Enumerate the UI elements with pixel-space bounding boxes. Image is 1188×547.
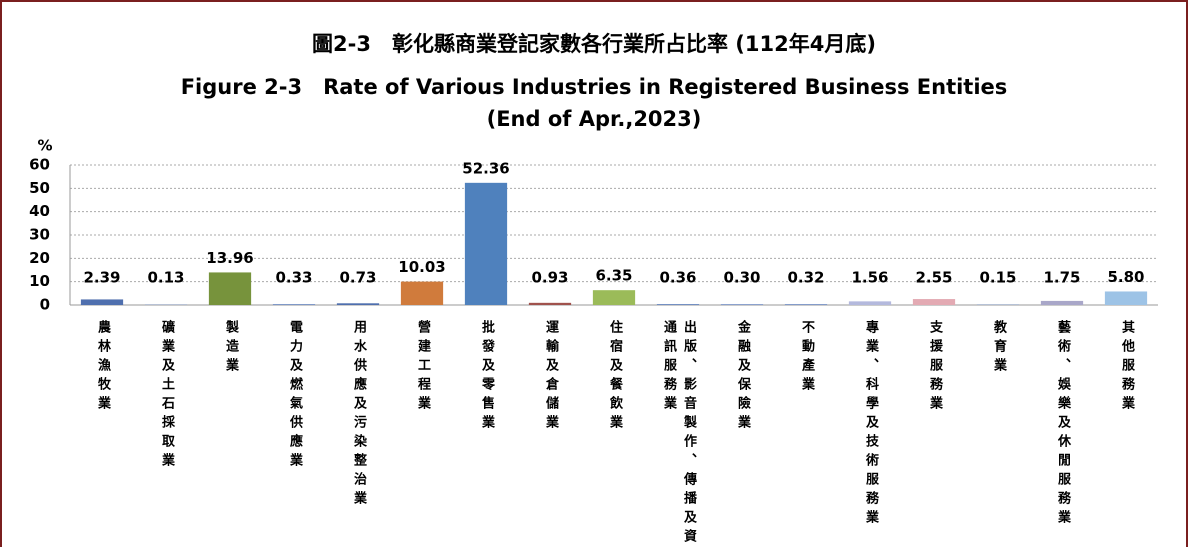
x-tick-label: 不動產業	[799, 320, 814, 396]
data-label: 10.03	[398, 258, 445, 276]
data-label: 2.55	[915, 269, 952, 287]
y-tick-label: 30	[29, 226, 50, 244]
data-label: 1.56	[851, 269, 888, 287]
data-label: 2.39	[83, 269, 120, 287]
x-tick-label: 用水供應及污染整治業	[351, 320, 366, 510]
x-tick-label: 運輸及倉儲業	[543, 320, 558, 434]
x-tick-label: 農林漁牧業	[95, 320, 110, 415]
y-tick-label: 50	[29, 179, 50, 197]
bar	[848, 301, 892, 305]
bar	[80, 299, 124, 305]
x-tick-label: 專業、科學及技術服務業	[863, 320, 878, 529]
data-label: 0.13	[147, 269, 184, 287]
data-label: 0.15	[979, 269, 1016, 287]
bar	[592, 290, 636, 305]
bar	[720, 304, 764, 305]
data-label: 0.93	[531, 269, 568, 287]
chart-subtitle: Figure 2-3 Rate of Various Industries in…	[181, 75, 1008, 99]
data-label: 6.35	[595, 267, 632, 285]
data-label: 0.73	[339, 269, 376, 287]
y-tick-label: 10	[29, 272, 50, 290]
x-tick-label: 其他服務業	[1119, 320, 1134, 415]
x-tick-label: 住宿及餐飲業	[607, 320, 622, 434]
x-tick-label: 教育業	[991, 320, 1006, 377]
bar	[912, 299, 956, 305]
data-label: 13.96	[206, 249, 253, 267]
chart-subtitle: (End of Apr.,2023)	[487, 107, 702, 131]
x-tick-label: 金融及保險業	[735, 320, 750, 434]
data-label: 0.33	[275, 269, 312, 287]
x-tick-label: 支援服務業	[927, 320, 942, 415]
y-tick-label: 20	[29, 249, 50, 267]
x-tick-label: 出版、影音製作、傳播及資通訊服務業	[661, 320, 696, 547]
x-tick-label: 營建工程業	[415, 320, 430, 415]
data-label: 0.30	[723, 269, 760, 287]
x-tick-label: 電力及燃氣供應業	[287, 320, 302, 472]
data-label: 52.36	[462, 159, 509, 177]
bar	[1104, 291, 1148, 305]
bar	[400, 281, 444, 305]
bar	[656, 304, 700, 305]
y-tick-label: 0	[40, 296, 50, 314]
data-label: 5.80	[1107, 268, 1144, 286]
bar	[208, 272, 252, 305]
data-label: 0.36	[659, 269, 696, 287]
bar	[528, 302, 572, 305]
bar	[1040, 300, 1084, 305]
bar	[336, 303, 380, 305]
y-axis-label: %	[37, 137, 52, 155]
chart-title: 圖2-3 彰化縣商業登記家數各行業所占比率 (112年4月底)	[312, 32, 876, 56]
bar	[272, 304, 316, 305]
bar	[784, 304, 828, 305]
x-tick-label: 藝術、娛樂及休閒服務業	[1055, 320, 1070, 529]
data-label: 1.75	[1043, 269, 1080, 287]
data-label: 0.32	[787, 269, 824, 287]
bar	[464, 182, 508, 305]
y-tick-label: 60	[29, 156, 50, 174]
x-tick-label: 製造業	[223, 320, 238, 377]
y-tick-label: 40	[29, 202, 50, 220]
x-tick-label: 礦業及土石採取業	[159, 320, 174, 472]
x-tick-label: 批發及零售業	[479, 320, 494, 434]
